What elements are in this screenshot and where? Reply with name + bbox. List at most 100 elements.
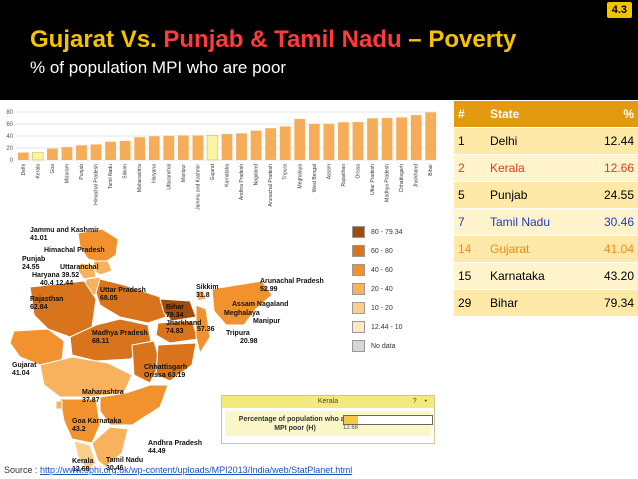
bar-jammu-and-kashmir[interactable] <box>192 135 204 160</box>
table-cell-rank: 1 <box>454 127 486 155</box>
map-region-wb <box>195 304 211 355</box>
x-tick-label: Gujarat <box>210 163 216 180</box>
table-cell-state: Kerala <box>486 154 584 182</box>
legend-item: 40 - 60 <box>352 264 393 276</box>
legend-item: 10 - 20 <box>352 302 393 314</box>
bar-jharkhand[interactable] <box>410 115 422 160</box>
x-tick-label: Rajasthan <box>341 164 347 187</box>
bar-manipur[interactable] <box>177 135 189 160</box>
x-tick-label: Kerala <box>35 164 41 179</box>
x-tick-label: Delhi <box>21 164 27 175</box>
map-label-ua: Uttaranchal <box>60 264 99 271</box>
bar-karnataka[interactable] <box>221 134 233 160</box>
bar-goa[interactable] <box>46 148 58 160</box>
legend-label: 60 - 80 <box>371 247 393 255</box>
bar-himachal-pradesh[interactable] <box>90 144 102 160</box>
table-cell-rank: 29 <box>454 289 486 316</box>
table-row: 1 Delhi 12.44 <box>454 127 638 155</box>
bar-haryana[interactable] <box>148 136 160 160</box>
bar-nagaland[interactable] <box>250 130 262 160</box>
map-label-ap: Andhra Pradesh 44.49 <box>148 440 203 455</box>
x-tick-label: Karnataka <box>225 164 231 187</box>
x-tick-label: Meghalaya <box>297 164 303 189</box>
bar-maharashtra[interactable] <box>134 137 146 160</box>
chart-background <box>0 100 454 226</box>
title-part-poverty: – Poverty <box>401 26 517 53</box>
bar-uttar-pradesh[interactable] <box>367 118 378 160</box>
x-tick-label: West Bengal <box>312 164 318 192</box>
map-label-raj: Rajasthan 62.84 <box>30 296 64 311</box>
map-label-assam-nagaland: Assam Nagaland <box>232 301 289 308</box>
map-label-wb: 57.36 <box>197 326 215 333</box>
popup-controls[interactable]: ? • <box>412 398 430 405</box>
legend-swatch <box>352 302 365 314</box>
table-cell-state: Gujarat <box>486 235 584 263</box>
bar-west-bengal[interactable] <box>308 124 320 160</box>
x-tick-label: Punjab <box>79 164 85 180</box>
legend-swatch <box>352 264 365 276</box>
page-title: Gujarat Vs. Punjab & Tamil Nadu – Povert… <box>30 26 516 54</box>
map-label-ua-delhi: 40.4 12.44 <box>40 280 74 287</box>
map-label-punjab: Punjab 24.55 <box>22 256 46 271</box>
x-tick-label: Sikkim <box>123 164 129 179</box>
bar-kerala[interactable] <box>32 152 44 161</box>
table-cell-state: Karnataka <box>486 262 584 290</box>
bar-sikkim[interactable] <box>119 140 131 160</box>
table-cell-rank: 5 <box>454 181 486 209</box>
bar-punjab[interactable] <box>76 145 87 160</box>
legend-swatch <box>352 340 365 352</box>
table-header-row: # State% <box>454 100 638 128</box>
table-cell-state: Punjab <box>486 181 584 209</box>
source-link[interactable]: http://www.ophi.org.uk/wp-content/upload… <box>40 465 353 475</box>
x-tick-label: Uttaranchal <box>166 164 172 190</box>
bar-tripura[interactable] <box>279 126 291 160</box>
bar-meghalaya[interactable] <box>294 118 306 160</box>
table-row: 7 Tamil Nadu 30.46 <box>454 208 638 236</box>
bar-mizoram[interactable] <box>61 147 73 160</box>
source-prefix: Source : <box>4 465 41 475</box>
bar-delhi[interactable] <box>17 152 29 160</box>
bar-bihar[interactable] <box>425 112 437 160</box>
x-tick-label: Orissa <box>355 164 361 179</box>
content-panel: 0 20 40 60 80 Delhi Kerala Goa Mizoram Punjab Hima… <box>0 100 638 479</box>
map-label-gujarat: Gujarat 41.04 <box>12 362 37 377</box>
table-row: 14 Gujarat 41.04 <box>454 235 638 263</box>
bar-assam[interactable] <box>323 123 335 160</box>
popup-titlebar[interactable]: Kerala ? • <box>222 396 434 408</box>
bar-tamil-nadu[interactable] <box>105 141 116 160</box>
legend-swatch <box>352 245 365 257</box>
table-row: 2 Kerala 12.66 <box>454 154 638 182</box>
map-region-sikkim <box>195 290 207 302</box>
table-header-cell: State <box>486 100 584 128</box>
legend-label: 20 - 40 <box>371 285 393 293</box>
map-label-mizoram: 20.98 <box>240 338 258 345</box>
x-tick-label: Himachal Pradesh <box>94 164 100 205</box>
bar-madhya-pradesh[interactable] <box>381 118 393 160</box>
bar-rajasthan[interactable] <box>338 122 349 160</box>
x-tick-label: Mizoram <box>64 164 70 183</box>
map-region-up <box>95 278 167 324</box>
table-cell-rank: 15 <box>454 262 486 290</box>
slide-number: 4.3 <box>606 2 632 18</box>
bar-chhattisgarh[interactable] <box>396 117 408 160</box>
map-label-bihar: Bihar 79.34 <box>166 304 184 319</box>
x-tick-label: Assam <box>326 164 332 179</box>
bar-chart: 0 20 40 60 80 Delhi Kerala Goa Mizoram Punjab Hima… <box>0 100 454 226</box>
map-label-jk: Jammu and Kashmir 41.01 <box>30 227 99 242</box>
bar-andhra-pradesh[interactable] <box>236 133 247 160</box>
bar-arunachal-pradesh[interactable] <box>265 128 277 160</box>
state-info-popup[interactable]: Kerala ? • Percentage of population who … <box>221 395 435 444</box>
bar-orissa[interactable] <box>352 122 364 160</box>
popup-title: Kerala <box>317 398 339 405</box>
bar-uttaranchal[interactable] <box>163 135 175 160</box>
source-line: Source : http://www.ophi.org.uk/wp-conte… <box>4 465 352 475</box>
popup-value: 12.68 <box>343 425 359 431</box>
map-region-jharkhand <box>155 320 199 344</box>
table-row: 15 Karnataka 43.20 <box>454 262 638 290</box>
popup-value-fill <box>344 416 359 424</box>
bar-gujarat[interactable] <box>206 135 219 161</box>
legend-swatch <box>352 283 365 295</box>
map-region-jk <box>77 228 119 264</box>
table-cell-pct: 12.66 <box>583 154 638 182</box>
y-tick-label: 40 <box>6 134 13 140</box>
